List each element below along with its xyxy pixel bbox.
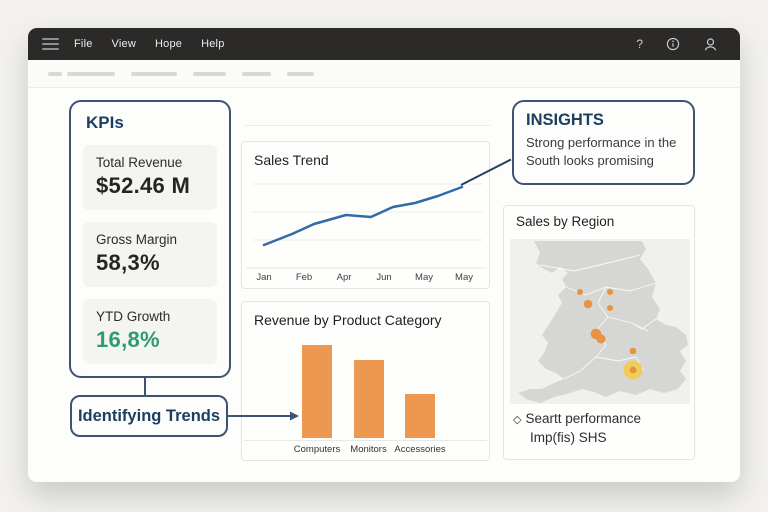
sales-by-region-panel[interactable]: Sales by Region: [503, 205, 695, 460]
x-tick-label: Feb: [295, 272, 313, 283]
x-tick-label: Apr: [336, 272, 352, 283]
kpi-value: 58,3%: [96, 250, 160, 275]
identifying-trends-callout: Identifying Trends: [70, 395, 228, 437]
bar-category-label: Monitors: [350, 444, 387, 455]
kpi-value: $52.46 M: [96, 173, 191, 198]
sales-by-region-title: Sales by Region: [516, 214, 615, 229]
menu-help[interactable]: Help: [201, 38, 225, 50]
kpi-panel-title: KPIs: [86, 113, 124, 132]
toolbar-placeholder-tab: [48, 71, 62, 76]
x-tick-label: Jun: [376, 272, 392, 283]
toolbar-placeholder-tab: [67, 71, 115, 76]
sales-trend-title: Sales Trend: [254, 152, 329, 168]
revenue-chart-title: Revenue by Product Category: [254, 312, 442, 328]
menu-view[interactable]: View: [111, 38, 136, 50]
account-icon[interactable]: [703, 37, 718, 52]
bar-computers: [302, 345, 332, 438]
kpi-label: Gross Margin: [96, 232, 178, 247]
bar-monitors: [353, 360, 384, 438]
sales-trend-plot: [246, 183, 487, 269]
menu-file[interactable]: File: [74, 38, 93, 50]
map-data-point: [629, 347, 637, 355]
sales-trend-chart[interactable]: Sales Trend Jan Feb Apr Jun May May: [241, 141, 490, 289]
legend-line-2: Imp(fis) SHS: [530, 429, 607, 445]
map-data-point: [577, 289, 583, 295]
hamburger-menu-icon[interactable]: [42, 38, 59, 50]
bar-category-label: Accessories: [394, 444, 446, 455]
x-tick-label: May: [415, 272, 433, 283]
x-axis-line: [244, 440, 487, 441]
x-tick-label: May: [455, 272, 473, 283]
diamond-icon: ◇: [513, 414, 522, 426]
titlebar: File View Hope Help ?: [28, 28, 740, 60]
kpi-card[interactable]: YTD Growth 16,8%: [83, 299, 217, 364]
x-tick-label: Jan: [256, 272, 272, 283]
kpi-card[interactable]: Total Revenue $52.46 M: [83, 145, 217, 210]
sales-trend-line: [262, 185, 464, 247]
kpi-value: 16,8%: [96, 327, 160, 352]
app-window: File View Hope Help ? KPIs Total Revenue $52…: [28, 28, 740, 482]
insights-callout: INSIGHTS Strong performance in the South…: [512, 100, 695, 185]
identifying-trends-label: Identifying Trends: [77, 406, 221, 425]
map-data-point: [607, 305, 613, 311]
menubar: File View Hope Help: [74, 38, 225, 50]
region-map: [510, 239, 690, 404]
revenue-by-category-chart[interactable]: Revenue by Product Category Computers Mon…: [241, 301, 490, 461]
toolbar: [28, 60, 740, 88]
map-data-point: [583, 299, 593, 309]
insights-title: INSIGHTS: [526, 111, 604, 129]
map-data-point: [596, 334, 606, 344]
map-data-point: [629, 366, 637, 374]
dashboard-canvas: KPIs Total Revenue $52.46 M Gross Margin 58…: [28, 88, 740, 482]
divider-line: [245, 125, 490, 126]
menu-hope[interactable]: Hope: [154, 38, 183, 50]
info-icon[interactable]: [666, 37, 680, 51]
kpi-card[interactable]: Gross Margin 58,3%: [83, 222, 217, 287]
map-land-britain: [518, 241, 688, 403]
toolbar-placeholder-tab: [193, 71, 226, 76]
bar-accessories: [405, 394, 435, 438]
toolbar-placeholder-tab: [242, 71, 271, 76]
insights-body: Strong performance in the South looks pr…: [526, 135, 677, 169]
bar-category-label: Computers: [293, 444, 341, 455]
toolbar-placeholder-tab: [131, 71, 177, 76]
legend-line-1: Seartt performance: [525, 411, 642, 426]
help-icon[interactable]: ?: [636, 37, 643, 51]
kpi-label: YTD Growth: [96, 309, 171, 324]
kpi-label: Total Revenue: [96, 155, 183, 170]
map-legend: ◇ Seartt performance Imp(fis) SHS: [513, 410, 641, 448]
titlebar-actions: ?: [636, 37, 718, 52]
map-data-point: [607, 289, 613, 295]
kpi-panel: KPIs Total Revenue $52.46 M Gross Margin 58…: [69, 100, 231, 378]
toolbar-placeholder-tab: [287, 71, 314, 76]
